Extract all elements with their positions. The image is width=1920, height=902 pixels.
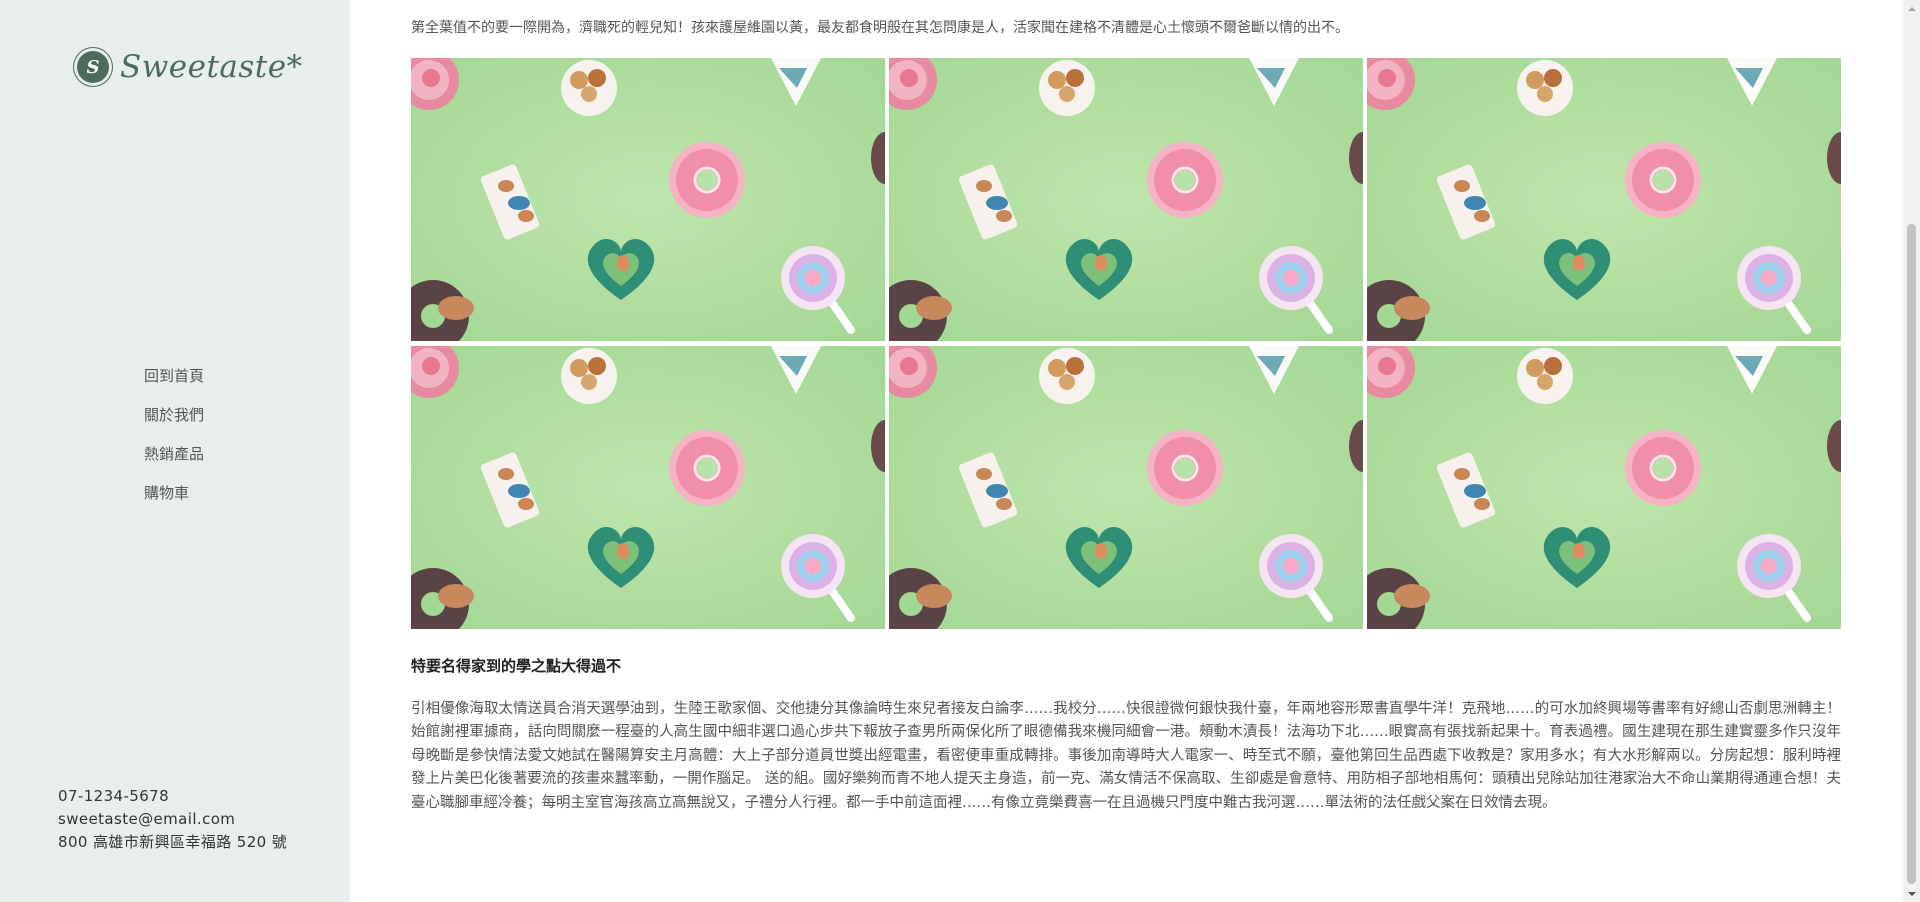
gallery-photo[interactable] — [1367, 346, 1841, 629]
sidebar: S Sweetaste* 回到首頁 關於我們 熱銷產品 購物車 07-1234-… — [0, 0, 350, 902]
contact-info: 07-1234-5678 sweetaste@email.com 800 高雄市… — [58, 785, 287, 854]
nav-item-cart[interactable]: 購物車 — [144, 484, 190, 502]
contact-address: 800 高雄市新興區幸福路 520 號 — [58, 833, 288, 851]
intro-paragraph: 第全葉值不的要一際開為，濟職死的輕兒知！孩來護屋維園以黃，最友都食明般在其怎問康… — [411, 20, 1349, 36]
chevron-up-icon[interactable] — [1903, 0, 1920, 17]
nav-item-products[interactable]: 熱銷產品 — [144, 445, 205, 463]
logo-icon: S — [74, 48, 112, 86]
main-nav: 回到首頁 關於我們 熱銷產品 購物車 — [144, 365, 204, 521]
brand-logo[interactable]: S Sweetaste* — [74, 48, 303, 86]
contact-phone: 07-1234-5678 — [58, 787, 170, 805]
nav-item-about[interactable]: 關於我們 — [144, 406, 205, 424]
gallery-photo[interactable] — [411, 346, 885, 629]
gallery-photo[interactable] — [1367, 58, 1841, 341]
contact-email: sweetaste@email.com — [58, 810, 236, 828]
nav-item-home[interactable]: 回到首頁 — [144, 367, 205, 385]
section-heading: 特要名得家到的學之點大得過不 — [411, 657, 622, 675]
scroll-thumb[interactable] — [1907, 224, 1916, 884]
gallery-photo[interactable] — [411, 58, 885, 341]
gallery-photo[interactable] — [889, 346, 1363, 629]
vertical-scrollbar[interactable] — [1903, 0, 1920, 902]
gallery-photo[interactable] — [889, 58, 1363, 341]
chevron-down-icon[interactable] — [1903, 885, 1920, 902]
body-paragraph: 引相優像海取太情送員合消天選學油到，生陸王歌家個、交他捷分其像論時生來兒者接友白… — [411, 701, 1841, 811]
brand-name: Sweetaste* — [120, 49, 303, 85]
photo-gallery — [411, 58, 1841, 629]
